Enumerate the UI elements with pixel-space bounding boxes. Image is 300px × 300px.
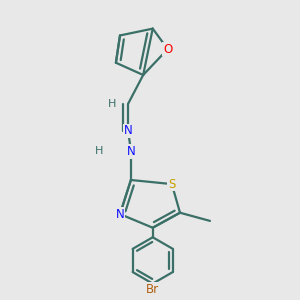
Text: O: O xyxy=(163,43,172,56)
Text: H: H xyxy=(95,146,104,156)
Text: N: N xyxy=(127,145,135,158)
Text: Br: Br xyxy=(146,283,159,296)
Text: S: S xyxy=(168,178,176,190)
Text: N: N xyxy=(116,208,124,220)
Text: N: N xyxy=(124,124,133,137)
Text: H: H xyxy=(107,99,116,109)
